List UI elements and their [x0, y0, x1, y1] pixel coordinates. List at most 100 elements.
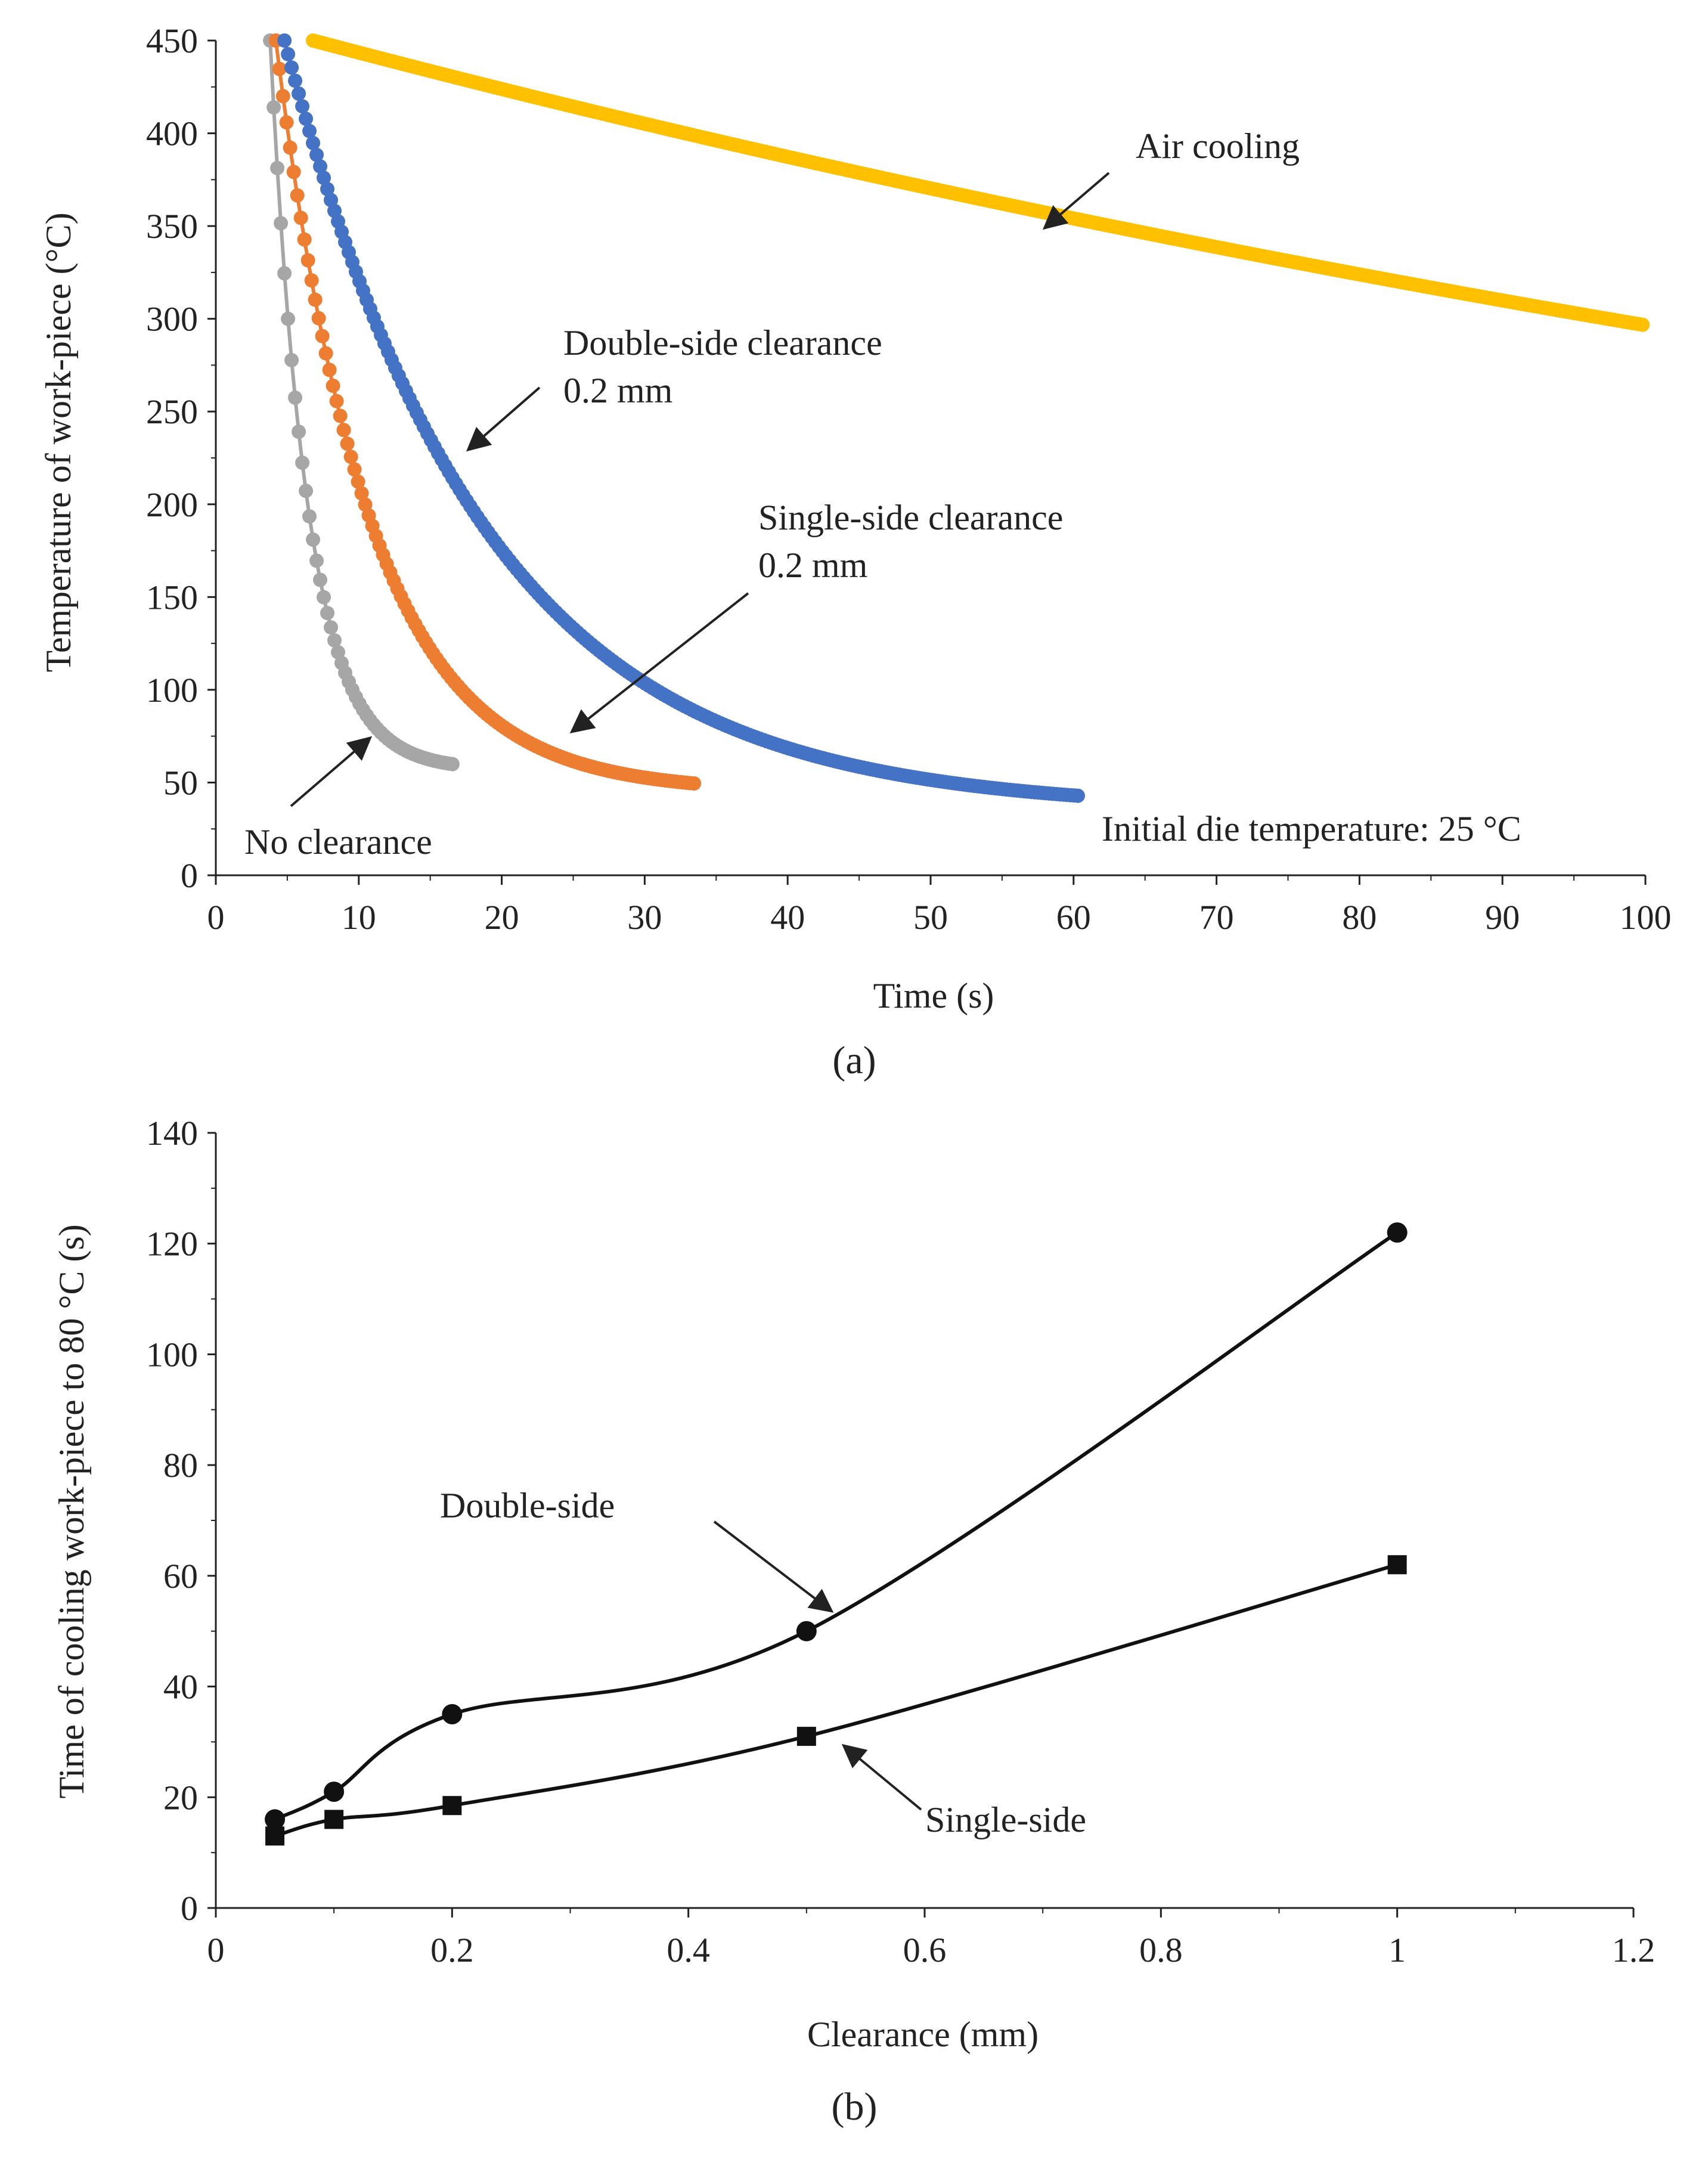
series-line	[283, 40, 1078, 798]
series-double-side-clearance-0-2-mm	[277, 33, 1085, 803]
panel-b-label: (b)	[832, 2085, 878, 2129]
data-point	[324, 193, 339, 207]
data-point	[313, 159, 328, 174]
panel-a-xlabel: Time (s)	[873, 976, 994, 1015]
annotation-initial-die-temperature: Initial die temperature: 25 °C	[1102, 809, 1521, 848]
data-point	[320, 182, 335, 197]
y-tick-label: 50	[163, 763, 198, 802]
x-tick-label: 50	[913, 898, 948, 937]
x-tick-label: 0.2	[430, 1931, 474, 1969]
data-point	[277, 33, 292, 48]
panel-b-data-marks	[265, 1222, 1408, 1846]
annotation-double-side: Double-side	[440, 1486, 615, 1525]
panel-a-ylabel: Temperature of work-piece (°C)	[39, 212, 78, 672]
data-point-circle	[442, 1704, 463, 1724]
data-point-circle	[265, 1809, 286, 1830]
data-point	[270, 160, 285, 175]
data-point-square	[442, 1796, 462, 1816]
data-point	[354, 486, 369, 501]
series-line	[274, 1231, 1399, 1822]
arrow-double-side-b	[713, 1520, 834, 1613]
x-tick-label: 0.6	[903, 1931, 947, 1969]
x-tick-label: 20	[485, 898, 519, 937]
data-point	[313, 572, 328, 587]
panel-b-axes: 0 20 40 60 80 100 120 140 0 0.2 0.4 0.6 0.8 1 1.2	[146, 1114, 1655, 1969]
data-point-square	[324, 1810, 344, 1829]
data-point	[277, 266, 292, 281]
y-tick-label: 60	[163, 1557, 198, 1596]
y-tick-label: 450	[146, 21, 198, 60]
panel-b-ylabel: Time of cooling work-piece to 80 °C (s)	[52, 1224, 91, 1798]
x-tick-label: 1.2	[1612, 1931, 1656, 1969]
data-point	[317, 590, 331, 605]
y-tick-label: 20	[163, 1778, 198, 1817]
data-point	[300, 253, 315, 268]
data-point	[687, 776, 702, 791]
series-double-side	[265, 1222, 1408, 1830]
data-point	[302, 123, 317, 138]
data-point-circle	[796, 1621, 817, 1641]
data-point	[306, 135, 321, 150]
data-point	[333, 408, 348, 423]
data-point-square	[796, 1727, 816, 1746]
panel-b-xlabel: Clearance (mm)	[807, 2015, 1039, 2054]
data-point	[286, 165, 301, 179]
panel-b-cooling-time-chart: 0 20 40 60 80 100 120 140 0 0.2 0.4 0.6 0.8 1 1.2 Clea…	[52, 1114, 1655, 2129]
data-point	[272, 61, 287, 76]
y-tick-label: 100	[146, 1335, 198, 1374]
data-point	[302, 509, 317, 524]
data-point	[295, 456, 310, 470]
data-point	[290, 188, 305, 203]
y-tick-label: 120	[146, 1225, 198, 1263]
y-tick-label: 250	[146, 392, 198, 431]
data-point	[304, 273, 319, 288]
series-single-side	[265, 1555, 1407, 1846]
arrow-double-side	[466, 386, 541, 452]
x-tick-label: 90	[1485, 898, 1520, 937]
data-point	[317, 171, 331, 185]
arrow-air-cooling	[1042, 172, 1110, 230]
data-point	[1635, 317, 1650, 332]
arrow-no-clearance	[290, 736, 373, 807]
data-point	[358, 497, 373, 512]
data-point	[283, 140, 297, 155]
annotation-double-side-line2: 0.2 mm	[563, 371, 672, 410]
annotation-no-clearance: No clearance	[244, 822, 432, 862]
data-point	[327, 633, 342, 648]
y-tick-label: 140	[146, 1114, 198, 1153]
arrow-single-side-b	[841, 1743, 922, 1811]
y-tick-label: 0	[181, 1889, 198, 1928]
x-tick-label: 30	[627, 898, 662, 937]
y-tick-label: 150	[146, 578, 198, 617]
data-point	[315, 329, 330, 343]
x-tick-label: 80	[1342, 898, 1377, 937]
data-point-square	[1387, 1555, 1407, 1575]
data-point	[281, 47, 296, 61]
data-point	[1070, 788, 1085, 803]
data-point	[284, 352, 299, 367]
x-tick-label: 60	[1056, 898, 1091, 937]
data-point	[329, 394, 344, 408]
data-point	[318, 346, 333, 361]
data-point	[309, 147, 324, 162]
data-point-square	[265, 1826, 285, 1846]
data-point	[288, 390, 303, 405]
annotation-single-side-line1: Single-side clearance	[758, 498, 1063, 537]
data-point	[311, 311, 326, 326]
data-point	[336, 423, 351, 438]
data-point	[284, 60, 299, 75]
panel-a-temperature-chart: 0 50 100 150 200 250 300 350 400 450 0 10 20 30 40 50 60…	[39, 21, 1672, 1082]
data-point	[297, 232, 312, 247]
annotation-double-side-line1: Double-side clearance	[563, 323, 882, 363]
data-point	[347, 462, 362, 477]
data-point	[299, 111, 314, 126]
x-tick-label: 40	[770, 898, 805, 937]
y-tick-label: 40	[163, 1668, 198, 1706]
data-point	[331, 645, 346, 659]
annotation-single-side-line2: 0.2 mm	[758, 546, 867, 585]
x-tick-label: 100	[1620, 898, 1672, 937]
arrow-single-side	[569, 592, 749, 733]
y-tick-label: 100	[146, 671, 198, 710]
series-single-side-clearance-0-2-mm	[268, 33, 702, 791]
